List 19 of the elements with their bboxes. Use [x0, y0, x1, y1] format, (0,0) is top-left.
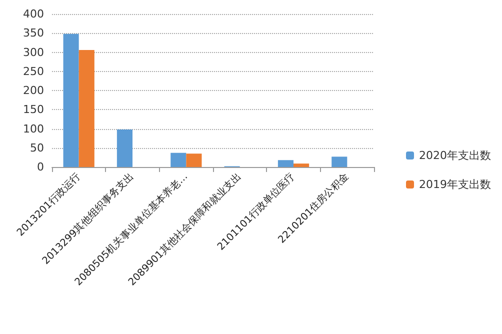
bar [63, 34, 79, 167]
y-tick-label: 300 [23, 46, 44, 59]
legend-label: 2020年支出数 [419, 149, 492, 162]
y-tick-label: 350 [23, 26, 44, 40]
y-tick-label: 200 [23, 84, 44, 97]
y-tick-label: 50 [30, 141, 44, 154]
bar [278, 160, 294, 167]
y-tick-label: 150 [23, 103, 44, 116]
bar [170, 152, 186, 167]
bar [294, 164, 310, 167]
y-tick-label: 250 [23, 64, 44, 78]
bar [186, 154, 202, 167]
y-tick-label: 0 [37, 160, 44, 174]
y-tick-label: 400 [23, 8, 44, 20]
bar [116, 130, 132, 167]
bar [332, 156, 348, 167]
legend-label: 2019年支出数 [419, 178, 492, 191]
bar [78, 50, 94, 167]
y-tick-label: 100 [23, 122, 44, 136]
